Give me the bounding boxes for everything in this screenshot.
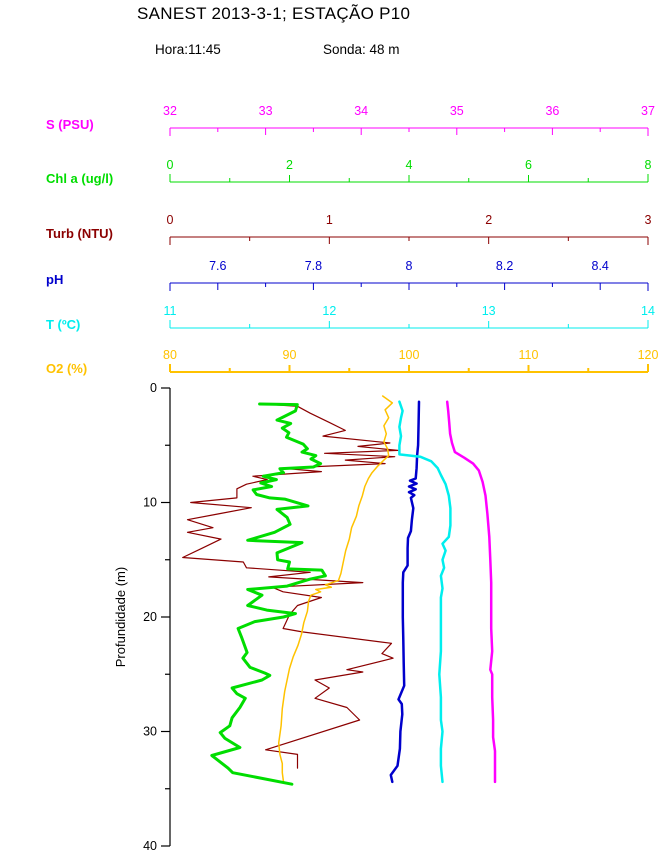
depth-ticklabel: 0 xyxy=(150,381,157,395)
page-title: SANEST 2013-3-1; ESTAÇÃO P10 xyxy=(137,4,411,23)
depth-ticklabel: 10 xyxy=(143,496,157,510)
axis-ticklabel-pH: 7.8 xyxy=(305,259,322,273)
axis-ticklabel-Turb: 0 xyxy=(167,213,174,227)
profile-line-pH xyxy=(389,400,421,784)
axis-ticklabel-pH: 8.4 xyxy=(592,259,609,273)
axis-ticklabel-Chl: 0 xyxy=(167,158,174,172)
profile-line-Chl xyxy=(210,402,327,786)
axis-ticklabel-Turb: 3 xyxy=(645,213,652,227)
axis-label-Chl: Chl a (ug/l) xyxy=(46,171,113,186)
axis-label-O2: O2 (%) xyxy=(46,361,87,376)
sonda-label: Sonda: 48 m xyxy=(323,42,400,57)
axis-ticklabel-Chl: 8 xyxy=(645,158,652,172)
axis-ticklabel-S: 36 xyxy=(545,104,559,118)
axis-ticklabel-O2: 90 xyxy=(283,348,297,362)
axis-ticklabel-S: 35 xyxy=(450,104,464,118)
depth-ticklabel: 30 xyxy=(143,725,157,739)
axis-ticklabel-S: 33 xyxy=(259,104,273,118)
axis-ticklabel-T: 12 xyxy=(322,304,336,318)
axis-ticklabel-O2: 110 xyxy=(519,348,539,362)
axis-ticklabel-pH: 7.6 xyxy=(209,259,226,273)
axis-ticklabel-T: 11 xyxy=(164,304,177,318)
axis-ticklabel-Chl: 2 xyxy=(286,158,293,172)
axis-ticklabel-Turb: 1 xyxy=(326,213,333,227)
axis-label-T: T (ºC) xyxy=(46,317,80,332)
axis-ticklabel-pH: 8.2 xyxy=(496,259,513,273)
axis-ticklabel-O2: 80 xyxy=(163,348,177,362)
depth-axis-label: Profundidade (m) xyxy=(113,567,128,667)
axis-ticklabel-pH: 8 xyxy=(406,259,413,273)
axis-label-pH: pH xyxy=(46,272,63,287)
axis-ticklabel-S: 37 xyxy=(641,104,655,118)
axis-ticklabel-T: 14 xyxy=(641,304,655,318)
axis-ticklabel-O2: 100 xyxy=(399,348,420,362)
profile-line-S xyxy=(445,400,497,784)
axis-label-Turb: Turb (NTU) xyxy=(46,226,113,241)
axis-ticklabel-S: 32 xyxy=(163,104,177,118)
axis-ticklabel-Turb: 2 xyxy=(485,213,492,227)
hora-label: Hora:11:45 xyxy=(155,42,221,57)
axis-ticklabel-S: 34 xyxy=(354,104,368,118)
axis-ticklabel-O2: 120 xyxy=(638,348,659,362)
axis-ticklabel-Chl: 4 xyxy=(406,158,413,172)
profile-line-T xyxy=(398,400,452,784)
axis-ticklabel-Chl: 6 xyxy=(525,158,532,172)
depth-ticklabel: 40 xyxy=(143,839,157,853)
axis-ticklabel-T: 13 xyxy=(482,304,496,318)
profile-line-O2 xyxy=(277,395,394,783)
depth-ticklabel: 20 xyxy=(143,610,157,624)
profile-line-Turb xyxy=(182,403,399,769)
axis-label-S: S (PSU) xyxy=(46,117,94,132)
